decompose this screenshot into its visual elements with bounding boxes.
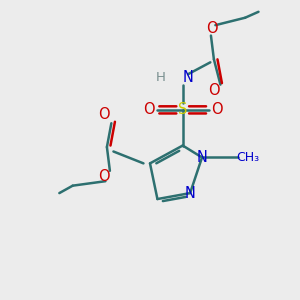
Text: O: O xyxy=(208,83,220,98)
Text: H: H xyxy=(155,71,165,84)
Text: N: N xyxy=(183,70,194,85)
Text: N: N xyxy=(185,186,196,201)
Text: S: S xyxy=(178,102,188,117)
Text: O: O xyxy=(98,107,110,122)
Text: O: O xyxy=(207,21,218,36)
Text: O: O xyxy=(143,102,154,117)
Text: O: O xyxy=(211,102,223,117)
Text: O: O xyxy=(98,169,110,184)
Text: N: N xyxy=(196,150,208,165)
Text: CH₃: CH₃ xyxy=(236,151,260,164)
